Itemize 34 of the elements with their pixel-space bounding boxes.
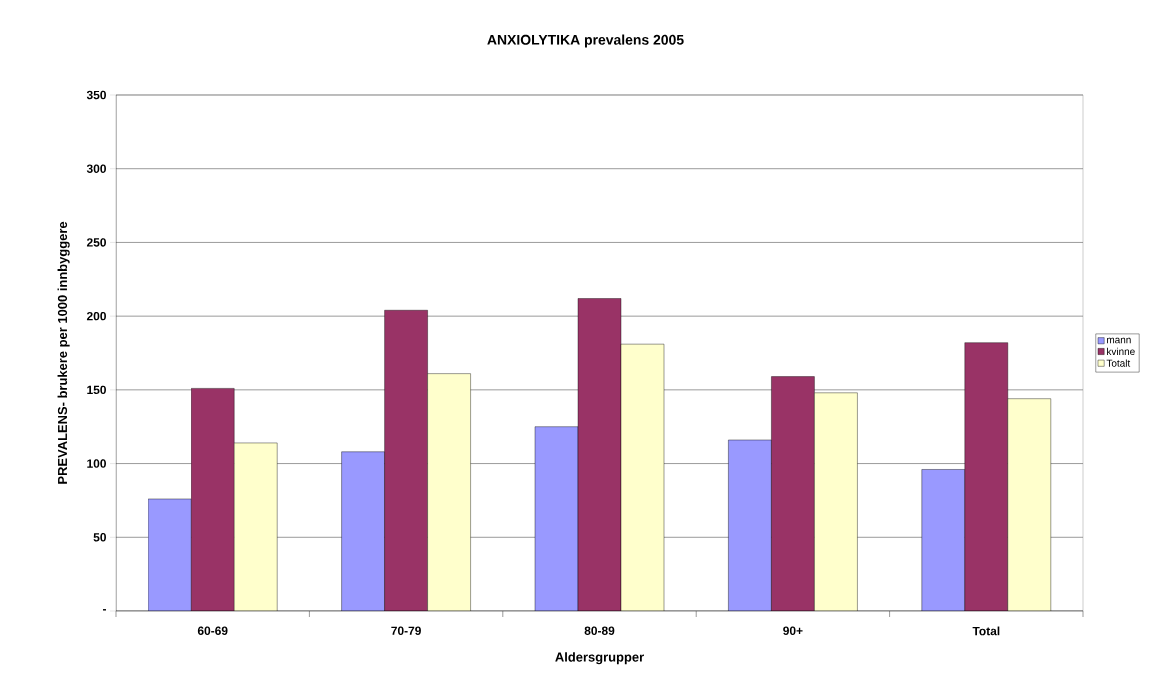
bar (771, 376, 815, 611)
y-tick-label: 200 (86, 311, 106, 321)
bar (191, 388, 235, 611)
x-tick-label: 70-79 (391, 626, 421, 635)
y-tick-label: - (102, 609, 106, 611)
bar (620, 343, 665, 611)
y-tick-label: 250 (86, 238, 106, 247)
legend-label: mann (1107, 337, 1131, 344)
bar (964, 342, 1008, 611)
chart-title: ANXIOLYTIKA prevalens 2005 (487, 34, 684, 48)
x-tick-label: 90+ (783, 626, 803, 635)
y-tick-label: 350 (86, 90, 106, 100)
y-axis-title: PREVALENS- brukere per 1000 innbyggere (57, 221, 70, 484)
y-tick-label: 150 (87, 385, 106, 395)
bar (148, 498, 192, 611)
bar (577, 298, 622, 611)
x-tick-label: Total (972, 626, 1000, 636)
bar (921, 469, 965, 611)
bar (728, 439, 772, 611)
y-tick-label: 50 (93, 533, 106, 542)
legend-label: kvinne (1107, 347, 1135, 356)
bar (814, 392, 858, 611)
bar (234, 442, 278, 611)
bar (427, 373, 471, 611)
x-axis-title: Aldersgrupper (555, 652, 644, 665)
legend-label: Totalt (1106, 359, 1131, 367)
y-tick-label: 300 (86, 164, 106, 173)
bar (384, 310, 428, 611)
bar (341, 451, 385, 611)
x-tick-label: 60-69 (197, 626, 228, 635)
x-tick-label: 80-89 (584, 626, 615, 635)
bar (1007, 398, 1052, 611)
y-tick-label: 100 (87, 459, 106, 468)
bar (534, 426, 579, 611)
